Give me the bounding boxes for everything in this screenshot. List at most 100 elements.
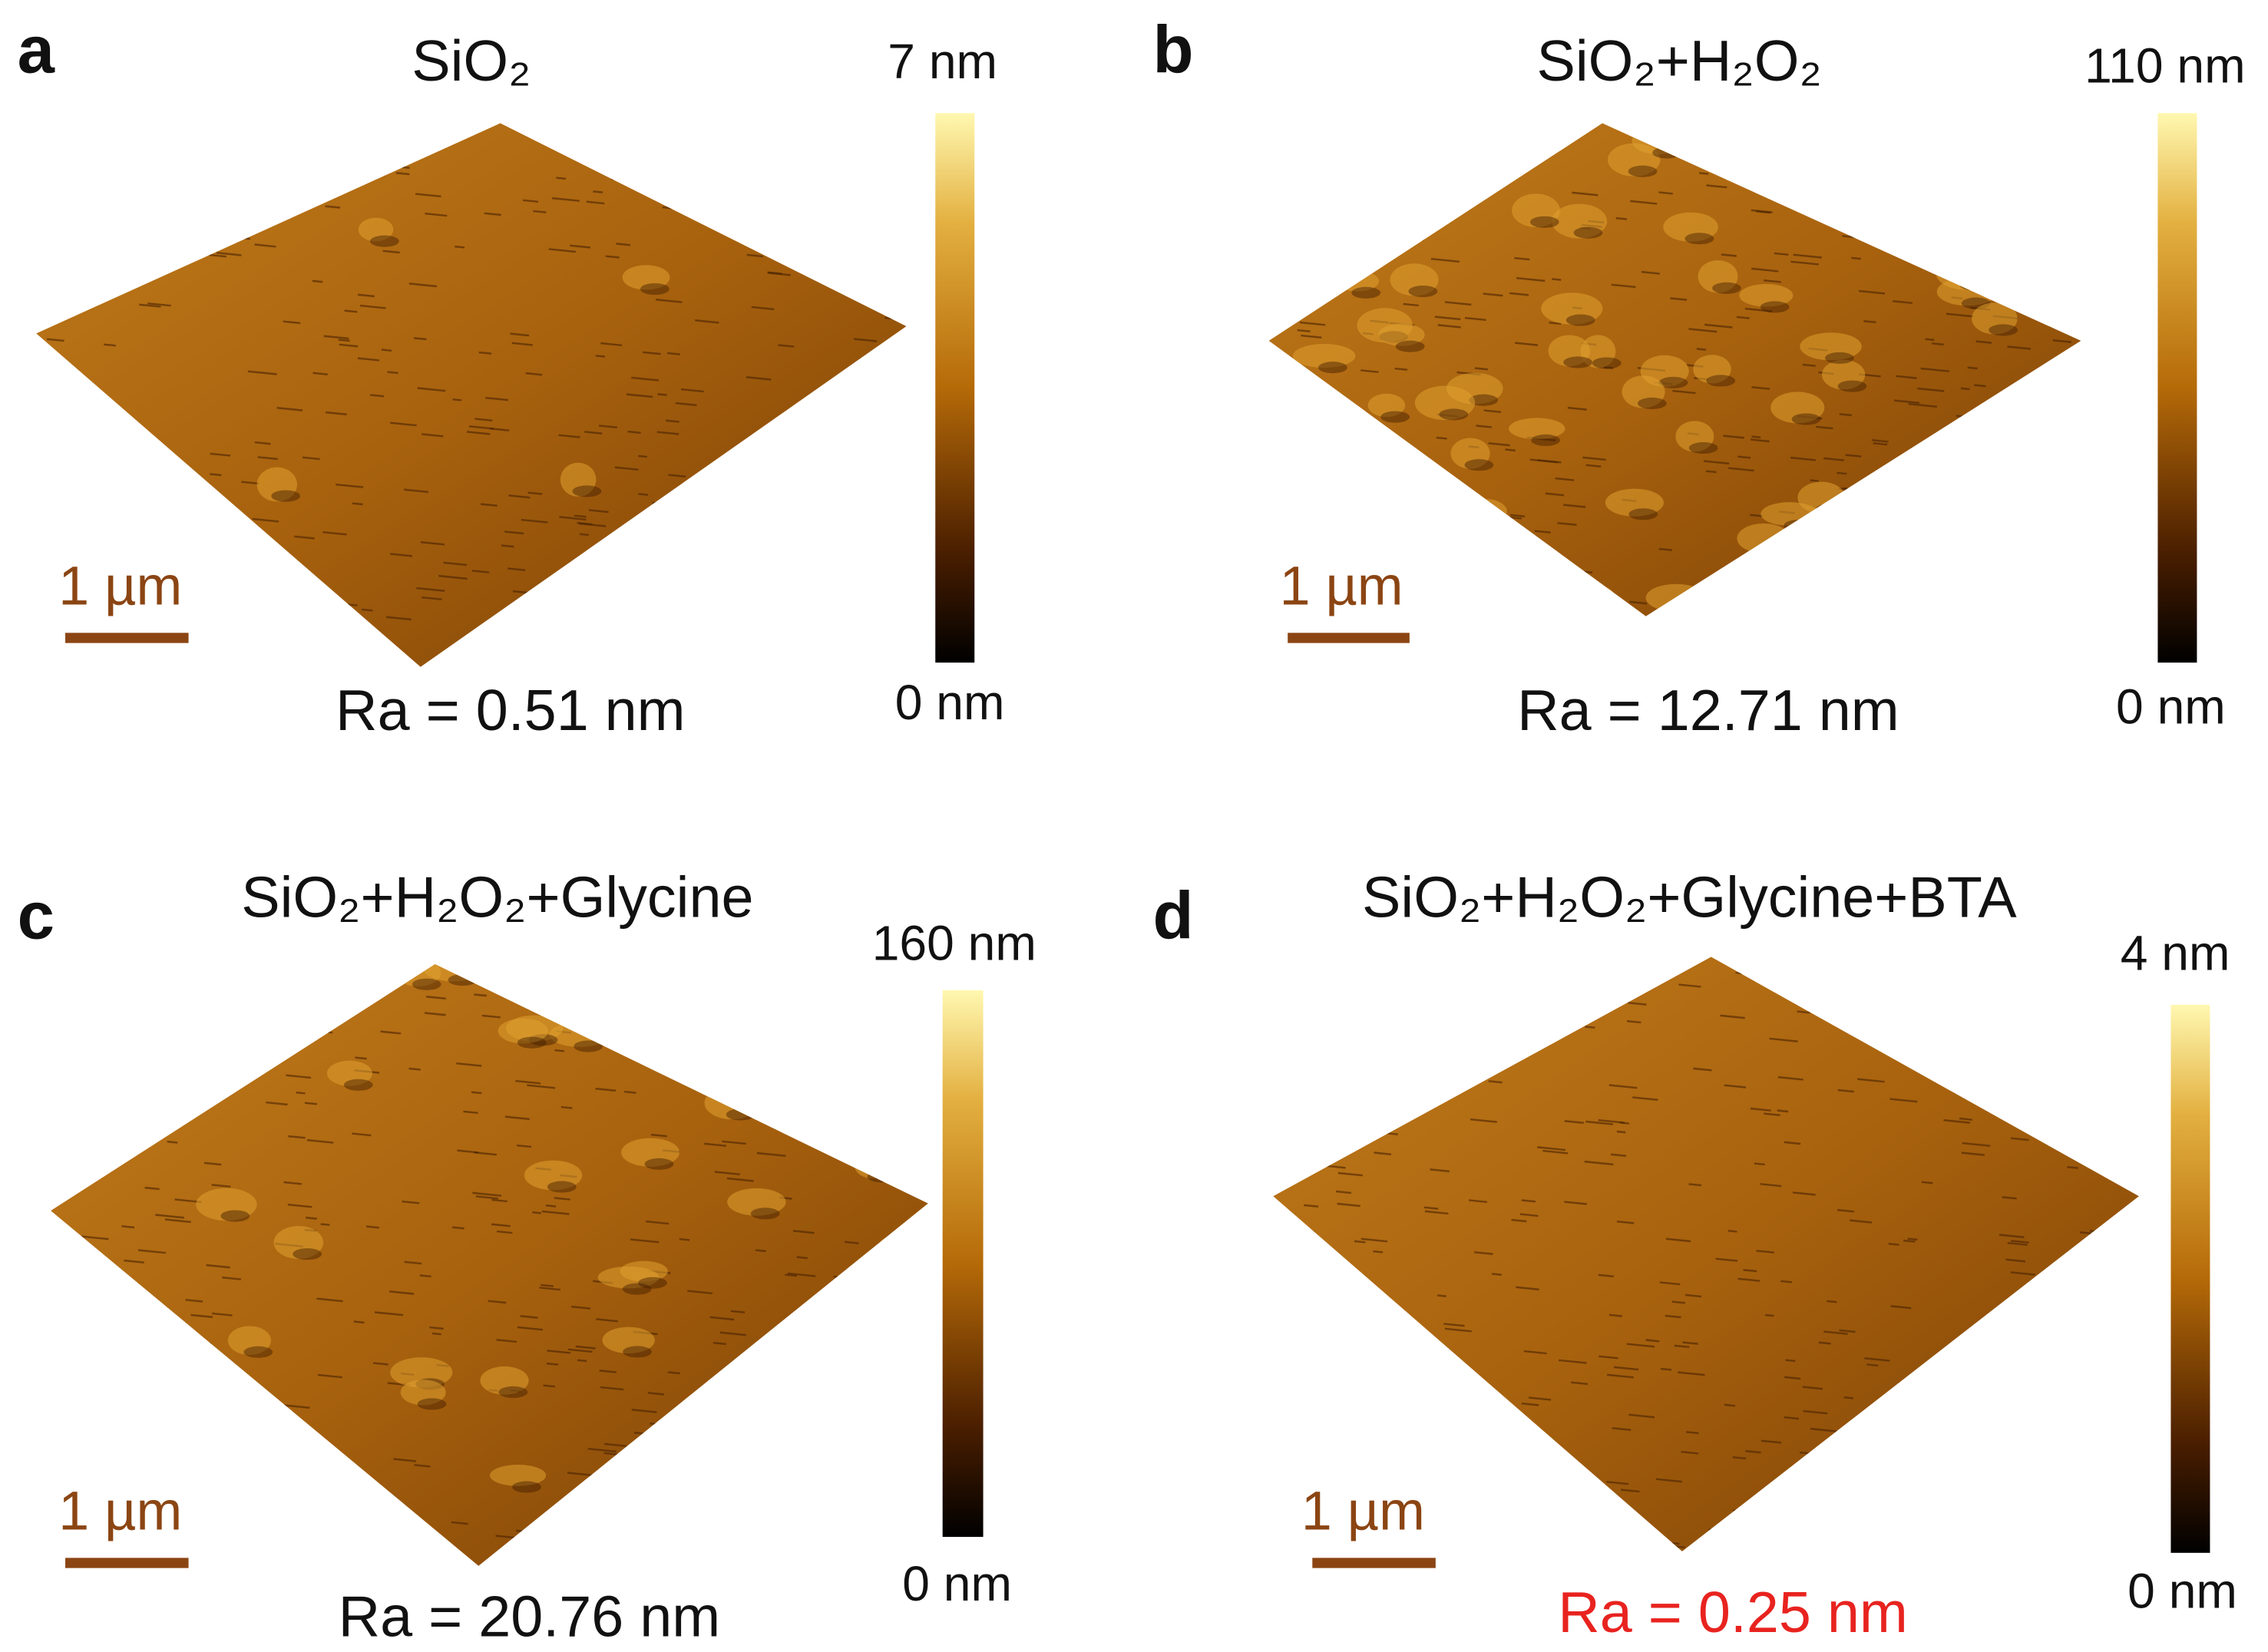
texture-streak — [1507, 1518, 1536, 1524]
texture-streak — [817, 216, 831, 220]
texture-streak — [917, 1518, 928, 1522]
panel-label: d — [1153, 878, 1194, 953]
texture-streak — [1947, 1076, 1975, 1082]
texture-streak — [1519, 1213, 1539, 1218]
texture-streak — [1678, 1371, 1705, 1376]
texture-streak — [831, 1128, 858, 1133]
surface-bump — [2049, 504, 2081, 534]
texture-streak — [1733, 1509, 1757, 1514]
surface-shadow — [750, 1208, 780, 1220]
texture-streak — [1787, 538, 1800, 542]
texture-streak — [570, 1305, 591, 1310]
texture-streak — [742, 444, 767, 448]
texture-streak — [1298, 1297, 1325, 1303]
texture-streak — [805, 581, 835, 587]
texture-streak — [556, 177, 567, 180]
texture-streak — [1433, 138, 1445, 142]
texture-streak — [706, 489, 729, 494]
surface-shadow — [517, 1036, 547, 1049]
surface-shadow — [1380, 411, 1410, 423]
texture-streak — [755, 1249, 766, 1253]
surface-bump — [1910, 173, 1959, 203]
texture-streak — [306, 1138, 334, 1144]
texture-streak — [1296, 992, 1319, 997]
surface-shadow — [801, 433, 831, 445]
texture-streak — [1599, 1355, 1618, 1360]
surface-shadow — [194, 1388, 224, 1400]
texture-streak — [641, 1492, 669, 1498]
texture-streak — [1285, 233, 1304, 238]
texture-streak — [2010, 1137, 2029, 1142]
texture-streak — [112, 278, 131, 282]
surface-bump — [1414, 385, 1476, 421]
surface-bump — [1797, 481, 1846, 514]
texture-streak — [485, 396, 508, 401]
texture-streak — [1965, 451, 1989, 457]
texture-streak — [1946, 312, 1974, 318]
texture-streak — [1559, 1359, 1587, 1364]
texture-streak — [1682, 1341, 1698, 1345]
surface-shadow — [498, 1386, 528, 1399]
texture-streak — [1415, 1057, 1441, 1062]
texture-streak — [1329, 993, 1357, 999]
surface-bump — [787, 414, 827, 441]
texture-streak — [36, 623, 51, 626]
texture-streak — [614, 466, 639, 471]
texture-streak — [1494, 1018, 1524, 1023]
texture-streak — [510, 332, 530, 337]
texture-streak — [190, 1448, 218, 1453]
surface-shadow — [572, 485, 602, 497]
texture-streak — [870, 136, 895, 140]
texture-streak — [623, 1090, 636, 1094]
texture-streak — [70, 656, 89, 661]
texture-streak — [309, 124, 319, 127]
texture-streak — [605, 255, 620, 259]
texture-streak — [474, 418, 493, 422]
texture-streak — [58, 284, 79, 289]
texture-streak — [81, 1235, 109, 1241]
texture-streak — [1537, 1146, 1566, 1151]
texture-streak — [263, 1046, 290, 1051]
texture-streak — [548, 248, 576, 253]
texture-streak — [586, 596, 614, 602]
texture-streak — [723, 1009, 735, 1013]
texture-streak — [1360, 369, 1379, 373]
texture-streak — [734, 215, 746, 219]
surface-shadow — [1351, 286, 1381, 299]
surface-bump — [1909, 446, 1958, 471]
texture-streak — [438, 574, 468, 580]
texture-streak — [1706, 184, 1727, 189]
texture-streak — [1557, 522, 1577, 526]
texture-streak — [718, 1393, 736, 1396]
texture-streak — [2030, 463, 2043, 467]
surface-shadow — [772, 1026, 802, 1038]
texture-streak — [839, 496, 861, 501]
texture-streak — [698, 1475, 715, 1479]
texture-streak — [1606, 1481, 1629, 1485]
texture-streak — [101, 542, 127, 547]
texture-streak — [1810, 1427, 1837, 1432]
texture-streak — [714, 1171, 740, 1176]
surface-bump — [326, 1060, 372, 1086]
texture-streak — [1598, 1274, 1615, 1278]
texture-streak — [147, 302, 171, 307]
surface-shadow — [1529, 216, 1559, 228]
texture-streak — [1761, 1439, 1781, 1444]
texture-streak — [419, 1274, 431, 1278]
texture-streak — [1906, 1468, 1927, 1472]
texture-streak — [429, 1326, 444, 1330]
texture-streak — [1837, 1089, 1854, 1093]
surface-shadow — [1442, 602, 1472, 614]
surface-shadow — [125, 1009, 155, 1022]
texture-streak — [425, 212, 448, 217]
texture-streak — [689, 1556, 703, 1560]
texture-streak — [1959, 1117, 1972, 1121]
texture-streak — [541, 648, 556, 652]
texture-streak — [604, 1442, 627, 1448]
texture-streak — [312, 372, 328, 375]
texture-streak — [303, 587, 332, 593]
texture-streak — [1975, 340, 1992, 344]
texture-streak — [598, 425, 618, 429]
roughness-label: Ra = 12.71 nm — [1517, 679, 1899, 743]
texture-streak — [608, 1542, 625, 1547]
